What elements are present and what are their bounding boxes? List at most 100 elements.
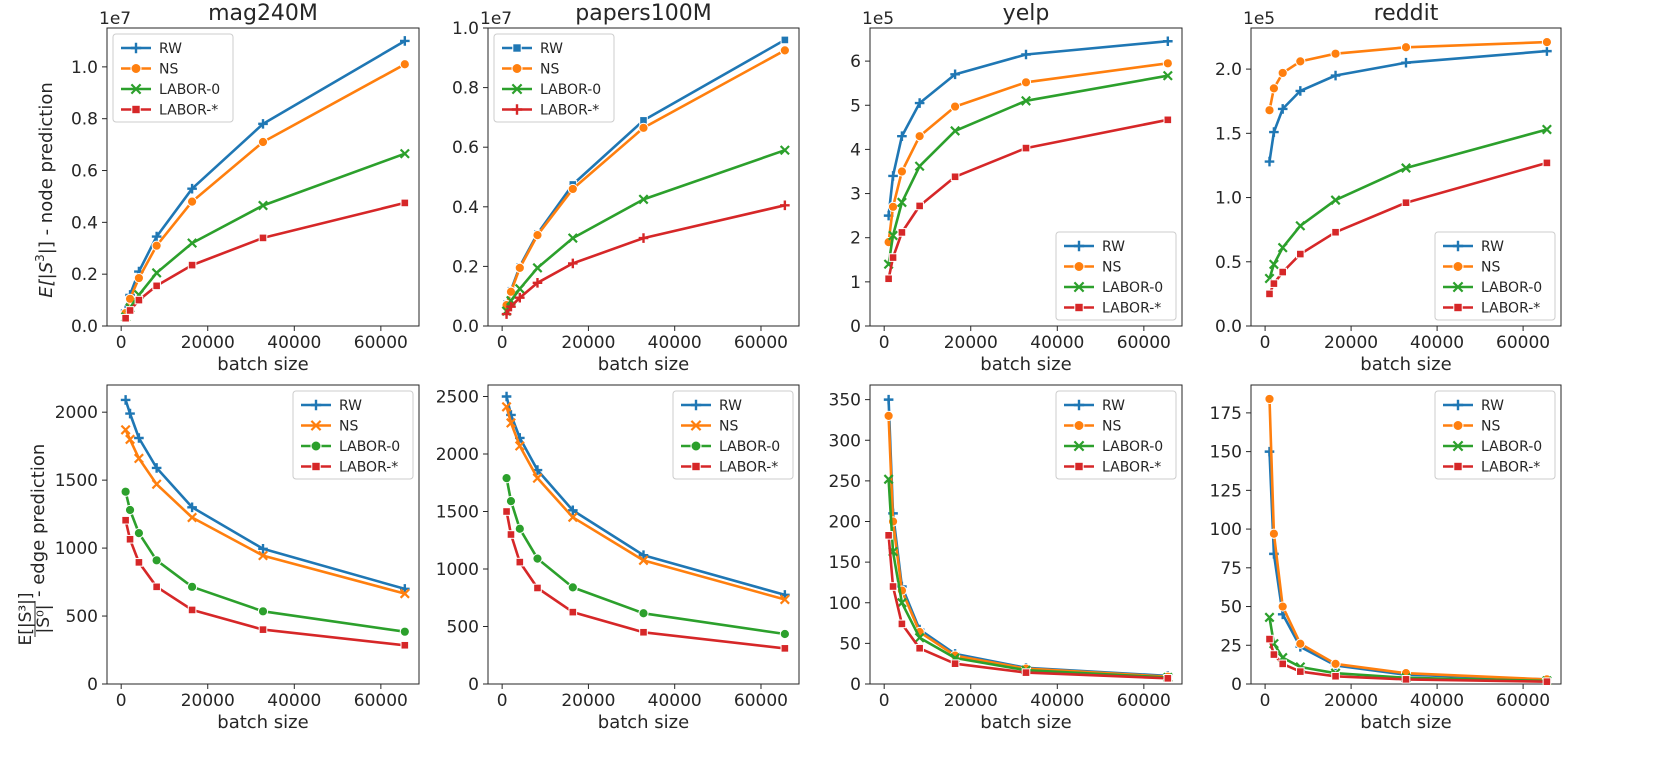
data-point-RW xyxy=(638,550,649,560)
y-tick-label: 125 xyxy=(1210,481,1242,501)
series-RW xyxy=(120,395,410,594)
data-point-LABOR-* xyxy=(400,198,410,208)
x-tick-label: 60000 xyxy=(1117,691,1171,711)
legend-label-RW: RW xyxy=(1481,398,1504,414)
legend-label-LABOR-*: LABOR-* xyxy=(159,103,218,119)
data-point-NS xyxy=(567,183,578,195)
data-point-LABOR-* xyxy=(134,558,144,567)
data-point-NS xyxy=(949,101,961,112)
data-point-LABOR-* xyxy=(915,643,924,653)
subplot-7: 0 20000 40000 60000 0 25 50 75 100 125 150 175 batch… xyxy=(1210,384,1562,733)
x-tick-label: 0 xyxy=(879,691,890,711)
legend-label-RW: RW xyxy=(719,398,742,414)
legend-label-RW: RW xyxy=(339,398,362,414)
data-point-LABOR-0 xyxy=(1268,259,1279,270)
series-LABOR-* xyxy=(502,507,790,653)
data-point-LABOR-* xyxy=(950,172,960,182)
data-point-LABOR-* xyxy=(568,258,578,269)
legend-marker-LABOR-0 xyxy=(1073,440,1085,452)
data-point-LABOR-* xyxy=(400,640,410,650)
legend-label-RW: RW xyxy=(1102,398,1125,414)
data-point-NS xyxy=(399,59,410,70)
data-point-LABOR-0 xyxy=(532,553,543,564)
series-LABOR-* xyxy=(121,515,410,650)
x-tick-label: 20000 xyxy=(181,333,235,353)
data-point-LABOR-0 xyxy=(896,197,907,208)
y-tick-label: 1.0 xyxy=(71,58,98,78)
y-tick-label: 150 xyxy=(1210,443,1242,463)
x-tick-label: 20000 xyxy=(561,333,615,353)
legend-label-LABOR-0: LABOR-0 xyxy=(1481,280,1542,296)
series-RW xyxy=(1264,46,1552,167)
legend-marker-LABOR-0 xyxy=(690,440,702,452)
data-point-RW xyxy=(258,543,268,554)
data-point-LABOR-0 xyxy=(779,145,790,156)
x-tick-label: 40000 xyxy=(1030,691,1084,711)
x-axis-label: batch size xyxy=(217,354,308,375)
axis-exponent: 1e5 xyxy=(862,9,894,29)
data-point-LABOR-* xyxy=(1331,671,1340,681)
legend-marker-LABOR-* xyxy=(1074,461,1084,472)
data-point-RW xyxy=(151,231,162,242)
data-point-LABOR-0 xyxy=(1264,612,1275,623)
data-point-RW xyxy=(400,584,410,594)
y-tick-label: 350 xyxy=(829,391,861,411)
legend-frame xyxy=(292,390,414,480)
data-point-NS xyxy=(1295,638,1306,649)
data-point-LABOR-* xyxy=(152,281,161,291)
subplot-5: 0 20000 40000 60000 0 500 1000 1500 2000 2500 batc… xyxy=(436,384,800,733)
data-point-NS xyxy=(187,512,198,523)
x-tick-label: 0 xyxy=(116,333,127,353)
legend-label-RW: RW xyxy=(1481,239,1504,255)
data-point-NS xyxy=(887,201,899,212)
data-point-LABOR-0 xyxy=(399,148,410,159)
x-tick-label: 60000 xyxy=(734,691,788,711)
data-point-LABOR-* xyxy=(121,515,130,525)
y-tick-label: 50 xyxy=(839,634,861,654)
data-point-LABOR-* xyxy=(1296,249,1305,259)
axes-frame xyxy=(869,27,1183,327)
data-point-LABOR-* xyxy=(1401,198,1411,207)
data-point-NS xyxy=(1264,105,1275,116)
x-axis-label: batch size xyxy=(598,712,689,733)
y-tick-label: 75 xyxy=(1220,559,1242,579)
data-point-LABOR-0 xyxy=(120,486,131,497)
legend-marker-LABOR-0 xyxy=(130,83,142,95)
data-point-LABOR-* xyxy=(506,530,516,539)
data-point-LABOR-* xyxy=(1542,677,1552,686)
data-point-LABOR-0 xyxy=(1541,124,1552,135)
y-tick-label: 2000 xyxy=(436,445,479,465)
series-LABOR-0 xyxy=(883,70,1173,270)
data-point-NS xyxy=(514,262,525,273)
data-point-LABOR-* xyxy=(1163,115,1173,125)
x-axis-label: batch size xyxy=(980,712,1071,733)
data-point-NS xyxy=(1277,67,1288,79)
legend-frame xyxy=(1055,231,1177,321)
data-point-LABOR-0 xyxy=(914,632,925,643)
data-point-LABOR-0 xyxy=(187,238,198,249)
series-LABOR-* xyxy=(501,200,790,319)
data-point-NS xyxy=(258,550,268,561)
y-tick-label: 200 xyxy=(829,513,861,533)
legend-marker-NS xyxy=(1073,420,1085,431)
x-tick-label: 0 xyxy=(497,333,508,353)
data-point-NS xyxy=(133,453,144,464)
data-point-LABOR-* xyxy=(888,253,898,262)
legend-marker-NS xyxy=(1452,420,1464,431)
data-point-NS xyxy=(779,45,790,56)
y-tick-label: 1500 xyxy=(55,471,98,491)
data-point-NS xyxy=(1268,528,1279,539)
subplot-4: 0 20000 40000 60000 0 500 1000 1500 2000 batch si… xyxy=(55,384,420,733)
data-point-LABOR-0 xyxy=(514,283,525,294)
ylabel-suffix: - edge prediction xyxy=(28,444,49,597)
y-tick-label: 0.5 xyxy=(1215,253,1242,273)
legend-label-LABOR-0: LABOR-0 xyxy=(339,439,400,455)
data-point-LABOR-* xyxy=(125,306,135,315)
y-tick-label: 0.8 xyxy=(452,79,479,99)
legend-marker-LABOR-* xyxy=(511,104,523,115)
x-tick-label: 20000 xyxy=(181,691,235,711)
legend: RW NS LABOR-0 LABOR-* xyxy=(1434,231,1556,321)
data-point-LABOR-* xyxy=(1265,634,1274,644)
data-point-RW xyxy=(125,408,135,419)
